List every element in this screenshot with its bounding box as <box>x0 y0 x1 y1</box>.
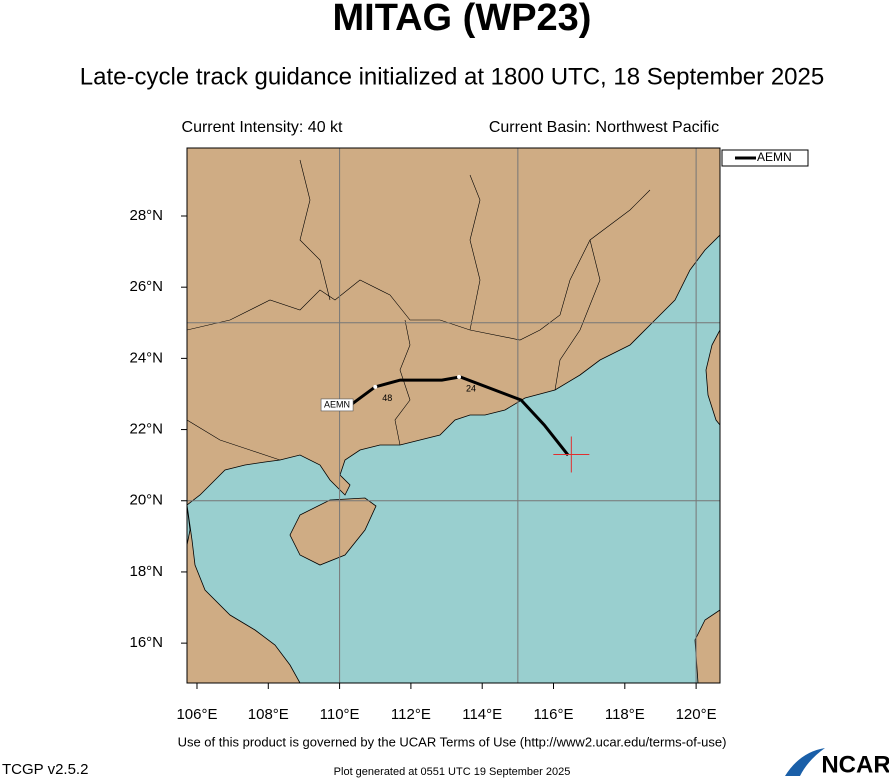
x-tick-label: 120°E <box>676 706 717 723</box>
y-tick-label: 22°N <box>129 421 163 438</box>
y-tick-label: 18°N <box>129 563 163 580</box>
y-tick-label: 16°N <box>129 634 163 651</box>
version: TCGP v2.5.2 <box>2 761 88 778</box>
x-tick-label: 118°E <box>605 706 645 723</box>
province-border <box>554 239 601 391</box>
hour-label: 48 <box>382 393 392 403</box>
map <box>187 148 720 683</box>
x-tick-label: 110°E <box>320 706 360 723</box>
y-tick-label: 28°N <box>129 207 163 224</box>
legend-label: AEMN <box>757 150 792 164</box>
subtitle: Late-cycle track guidance initialized at… <box>80 63 824 90</box>
y-tick-label: 20°N <box>129 492 163 509</box>
legend: AEMN <box>721 149 809 167</box>
x-tick-label: 114°E <box>462 706 502 723</box>
title: MITAG (WP23) <box>333 0 592 39</box>
province-border <box>394 319 411 446</box>
legend-box <box>721 149 809 167</box>
hour-marker <box>457 374 462 379</box>
current-basin: Current Basin: Northwest Pacific <box>489 119 719 136</box>
track-layer: 24 48 AEMN <box>320 374 590 473</box>
track-label-box <box>320 398 354 412</box>
generated: Plot generated at 0551 UTC 19 September … <box>334 766 571 778</box>
mainland <box>187 148 720 506</box>
y-tick-label: 24°N <box>129 349 163 366</box>
hainan <box>289 497 377 566</box>
indochina <box>187 504 301 683</box>
taiwan <box>705 329 720 426</box>
province-border <box>299 159 331 301</box>
x-tick-label: 116°E <box>534 706 574 723</box>
x-tick-label: 112°E <box>391 706 431 723</box>
province-border <box>187 189 651 341</box>
track-label: AEMN <box>324 399 350 409</box>
province-border <box>187 419 281 461</box>
hour-label: 24 <box>466 383 476 393</box>
province-border <box>469 174 481 331</box>
logo-mark <box>785 748 825 776</box>
x-tick-label: 108°E <box>248 706 289 723</box>
axes: 106°E 108°E 110°E 112°E 114°E 116°E 118°E 120°E… <box>129 207 716 723</box>
map-frame <box>186 147 721 684</box>
borders <box>187 159 651 461</box>
y-tick-label: 26°N <box>129 278 163 295</box>
logo: NCAR <box>785 748 889 778</box>
current-intensity: Current Intensity: 40 kt <box>182 119 344 136</box>
hour-marker <box>373 384 378 389</box>
logo-text: NCAR <box>821 751 889 778</box>
graticule <box>187 148 720 683</box>
track-line <box>351 375 570 457</box>
x-tick-label: 106°E <box>176 706 217 723</box>
terms: Use of this product is governed by the U… <box>178 734 727 749</box>
